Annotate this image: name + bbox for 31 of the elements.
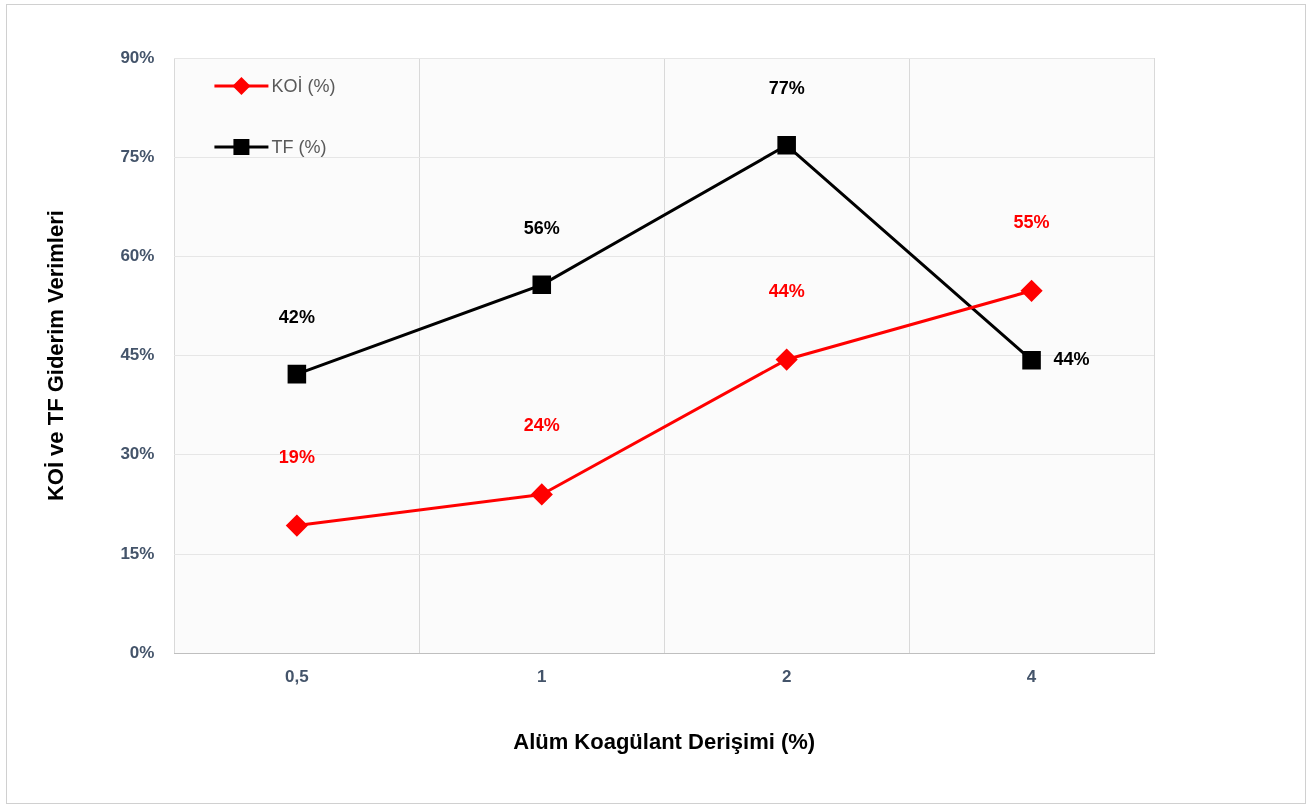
x-tick-label: 1 [537, 667, 547, 687]
x-tick-label: 2 [781, 667, 792, 687]
data-label: 56% [523, 217, 560, 238]
point [531, 483, 553, 505]
point [777, 136, 796, 155]
y-tick-label: 75% [120, 146, 155, 166]
y-tick-label: 30% [120, 444, 155, 464]
point [286, 515, 308, 537]
point [776, 349, 798, 371]
x-axis-title: Alüm Koagülant Derişimi (%) [513, 728, 816, 754]
y-tick-label: 60% [120, 246, 155, 266]
y-tick-label: 0% [129, 642, 155, 662]
y-tick-label: 90% [120, 47, 155, 67]
data-label: 19% [278, 446, 315, 467]
x-tick-label: 0,5 [285, 667, 309, 687]
legend-label: KOİ (%) [271, 75, 336, 96]
legend-label: TF (%) [271, 136, 327, 157]
data-label: 77% [768, 78, 805, 99]
data-label: 42% [278, 307, 315, 328]
y-axis-title: KOİ ve TF Giderim Verimleri [43, 210, 69, 502]
point [1022, 350, 1041, 370]
x-tick-label: 4 [1026, 667, 1037, 687]
data-label: 55% [1013, 211, 1050, 232]
data-label: 24% [523, 415, 560, 436]
y-tick-label: 15% [120, 543, 155, 563]
point [1021, 280, 1043, 302]
data-label: 44% [1053, 349, 1090, 370]
point [287, 364, 307, 384]
y-tick-label: 45% [120, 345, 155, 365]
data-label: 44% [768, 280, 805, 301]
point [532, 275, 552, 295]
